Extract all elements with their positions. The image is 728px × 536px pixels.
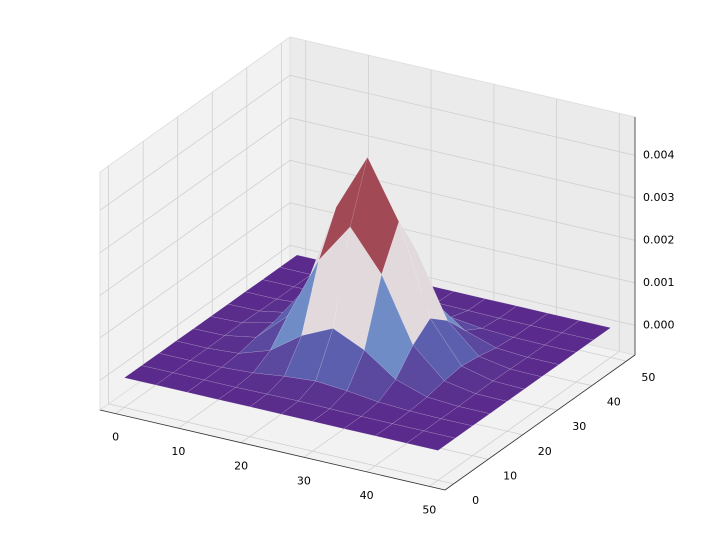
grid-line	[99, 202, 636, 339]
y-tick-label: 0	[472, 494, 479, 507]
x-axis	[99, 409, 446, 491]
surface-facet	[423, 418, 473, 439]
z-tick-label: 0.000	[643, 318, 675, 331]
surface-facet	[458, 393, 508, 414]
grid-line	[99, 74, 636, 211]
surface-facet	[492, 368, 542, 390]
surface-facet	[527, 344, 577, 365]
x-tick-label: 0	[112, 431, 119, 444]
x-tick-label: 30	[297, 474, 311, 487]
x-tick-label: 40	[360, 489, 374, 502]
y-tick-label: 10	[503, 469, 517, 482]
grid-line	[99, 159, 636, 296]
grid-line	[99, 244, 636, 381]
y-axis	[444, 354, 636, 491]
grid-line	[99, 117, 636, 254]
y-tick-label: 50	[641, 371, 655, 384]
z-tick-label: 0.004	[643, 148, 675, 161]
y-tick-label: 30	[572, 420, 586, 433]
grid-line	[108, 165, 454, 485]
y-tick-label: 20	[538, 445, 552, 458]
z-tick-label: 0.003	[643, 191, 675, 204]
z-tick-label: 0.002	[643, 233, 675, 246]
x-tick-label: 50	[422, 503, 436, 516]
x-tick-label: 20	[234, 460, 248, 473]
z-tick-label: 0.001	[643, 276, 675, 289]
x-tick-label: 10	[171, 445, 185, 458]
y-tick-label: 40	[607, 396, 621, 409]
grid-line	[429, 113, 620, 487]
surface-facet	[406, 430, 456, 451]
